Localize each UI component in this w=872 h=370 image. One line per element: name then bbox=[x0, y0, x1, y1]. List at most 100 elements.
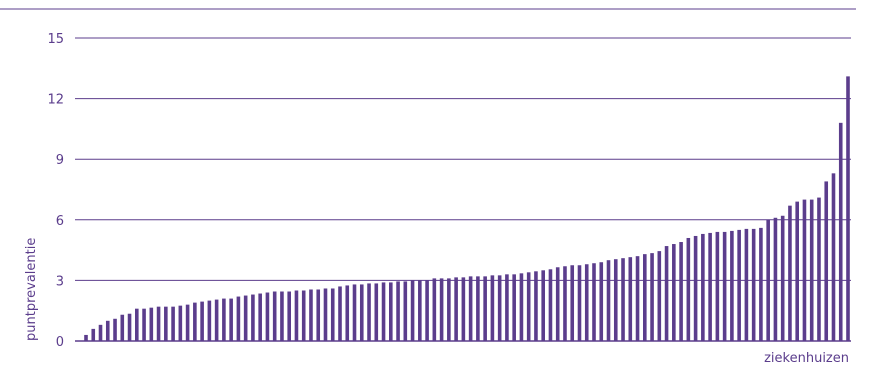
bar bbox=[171, 306, 175, 341]
bar bbox=[519, 273, 524, 341]
bar bbox=[505, 274, 509, 341]
bar bbox=[236, 296, 241, 341]
bar bbox=[338, 286, 342, 341]
bar bbox=[287, 291, 291, 341]
bar bbox=[381, 282, 386, 341]
bar bbox=[294, 290, 299, 341]
bar bbox=[512, 274, 516, 341]
bar bbox=[142, 308, 146, 341]
bar bbox=[243, 295, 248, 341]
bar bbox=[693, 235, 698, 341]
bar bbox=[606, 260, 611, 341]
bar bbox=[809, 199, 814, 341]
bar bbox=[715, 231, 720, 341]
bar bbox=[701, 233, 705, 341]
bar bbox=[84, 334, 88, 341]
y-tick-label: 9 bbox=[56, 153, 64, 168]
bar bbox=[795, 201, 799, 341]
bar bbox=[555, 267, 560, 341]
bar bbox=[185, 304, 190, 341]
bar bbox=[135, 308, 139, 341]
bar bbox=[374, 283, 379, 341]
bar bbox=[759, 227, 763, 341]
bar bbox=[389, 282, 393, 341]
y-tick-label: 6 bbox=[56, 214, 64, 229]
bar bbox=[744, 228, 749, 341]
bar bbox=[396, 281, 400, 341]
bar bbox=[178, 305, 183, 341]
bar bbox=[846, 76, 850, 341]
bar bbox=[570, 265, 575, 341]
bar bbox=[301, 290, 306, 341]
bar bbox=[193, 302, 197, 341]
bar bbox=[91, 328, 96, 341]
bar bbox=[214, 299, 219, 341]
bar bbox=[751, 228, 756, 341]
y-axis-ticks: 0 3 6 9 12 15 bbox=[47, 32, 64, 350]
bar bbox=[577, 265, 582, 341]
bar bbox=[410, 280, 415, 341]
bar bbox=[323, 288, 328, 341]
bar bbox=[120, 314, 125, 341]
bar bbox=[664, 246, 669, 341]
bar bbox=[432, 278, 437, 341]
bar bbox=[105, 320, 110, 341]
bar bbox=[309, 289, 313, 341]
bar bbox=[367, 283, 371, 341]
bar bbox=[613, 259, 618, 341]
bar bbox=[461, 277, 466, 341]
bar bbox=[207, 300, 212, 341]
bar bbox=[490, 275, 495, 341]
bar bbox=[352, 284, 357, 341]
bar bbox=[468, 276, 473, 341]
bar bbox=[149, 307, 154, 341]
bar bbox=[526, 272, 531, 341]
bar bbox=[316, 289, 321, 341]
bar bbox=[599, 262, 604, 341]
y-tick-label: 12 bbox=[47, 93, 64, 108]
bar bbox=[672, 244, 676, 341]
bar bbox=[359, 284, 364, 341]
y-axis-title: puntprevalentie bbox=[24, 238, 39, 341]
bar bbox=[686, 237, 691, 341]
bar bbox=[447, 278, 451, 341]
bar bbox=[483, 276, 487, 341]
bar bbox=[229, 298, 233, 341]
bar bbox=[708, 232, 712, 341]
x-axis-title: ziekenhuizen bbox=[764, 351, 849, 366]
bar bbox=[497, 275, 502, 341]
bar bbox=[258, 293, 262, 341]
bar bbox=[265, 292, 270, 341]
bar bbox=[563, 266, 567, 341]
bar bbox=[621, 258, 625, 341]
bar bbox=[802, 199, 807, 341]
bar bbox=[635, 256, 640, 341]
bar-series bbox=[84, 76, 850, 341]
bar bbox=[98, 324, 103, 341]
bar bbox=[817, 197, 821, 341]
bar bbox=[657, 251, 662, 341]
bar bbox=[679, 242, 683, 341]
bar bbox=[403, 281, 408, 341]
bar bbox=[251, 294, 255, 341]
bar bbox=[345, 285, 350, 341]
bar bbox=[425, 280, 429, 341]
bar bbox=[200, 301, 204, 341]
y-tick-label: 3 bbox=[56, 274, 64, 289]
bar bbox=[643, 254, 647, 341]
bar bbox=[541, 270, 545, 341]
bar bbox=[838, 122, 843, 341]
bar bbox=[722, 231, 727, 341]
bar bbox=[280, 291, 284, 341]
bar bbox=[156, 306, 161, 341]
bar bbox=[592, 263, 596, 341]
bar bbox=[330, 288, 335, 341]
bar bbox=[584, 264, 589, 341]
bar bbox=[628, 257, 633, 341]
bar bbox=[730, 230, 734, 341]
bar bbox=[548, 269, 553, 341]
bar bbox=[222, 298, 226, 341]
bar bbox=[164, 306, 168, 341]
bar bbox=[272, 291, 277, 341]
bar bbox=[113, 318, 117, 341]
